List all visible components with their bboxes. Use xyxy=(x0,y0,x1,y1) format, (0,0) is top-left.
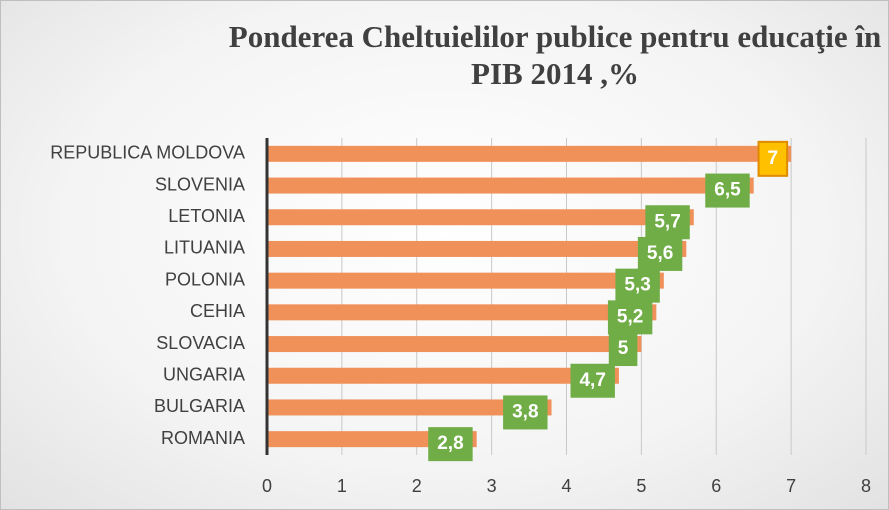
bar xyxy=(267,209,694,226)
bar xyxy=(267,240,687,257)
data-label: 6,5 xyxy=(714,180,741,201)
data-label: 4,7 xyxy=(579,370,605,391)
data-label-box xyxy=(570,363,615,398)
data-label: 5,6 xyxy=(647,243,673,264)
x-tick-label: 6 xyxy=(711,476,721,496)
x-tick-label: 7 xyxy=(786,476,796,496)
x-tick-label: 3 xyxy=(487,476,497,496)
data-label-box xyxy=(608,332,638,367)
data-label: 2,8 xyxy=(437,433,463,454)
data-label-box xyxy=(428,427,473,462)
x-tick-label: 0 xyxy=(262,476,272,496)
bar xyxy=(267,431,477,448)
bar xyxy=(267,177,754,194)
x-tick-label: 1 xyxy=(337,476,347,496)
y-tick-label: SLOVENIA xyxy=(155,174,245,194)
data-label: 5 xyxy=(618,338,629,359)
bar xyxy=(267,272,664,289)
data-label-box xyxy=(757,140,789,177)
bar xyxy=(267,367,619,384)
y-tick-label: REPUBLICA MOLDOVA xyxy=(50,143,245,163)
data-label: 5,2 xyxy=(617,306,643,327)
x-tick-label: 5 xyxy=(636,476,646,496)
data-label-box xyxy=(637,236,683,271)
data-label-box xyxy=(607,300,653,335)
bar xyxy=(267,336,642,353)
data-label: 5,7 xyxy=(654,211,680,232)
bar xyxy=(267,304,657,321)
data-label-box xyxy=(705,173,750,208)
y-tick-label: LITUANIA xyxy=(164,238,245,258)
data-label: 5,3 xyxy=(624,275,650,296)
y-tick-label: LETONIA xyxy=(168,206,245,226)
data-label-box xyxy=(615,268,660,303)
y-tick-label: SLOVACIA xyxy=(156,333,245,353)
bar xyxy=(267,399,552,416)
x-tick-label: 8 xyxy=(861,476,871,496)
y-tick-label: POLONIA xyxy=(165,269,245,289)
y-tick-label: UNGARIA xyxy=(163,365,245,385)
data-label-box xyxy=(645,205,690,240)
y-tick-label: ROMANIA xyxy=(161,428,245,448)
data-label: 7 xyxy=(768,148,779,169)
x-tick-label: 4 xyxy=(561,476,571,496)
x-tick-label: 2 xyxy=(412,476,422,496)
data-label: 3,8 xyxy=(512,401,538,422)
data-label-box xyxy=(503,395,548,430)
y-tick-label: BULGARIA xyxy=(154,396,245,416)
bar xyxy=(267,145,792,162)
y-tick-label: CEHIA xyxy=(190,301,245,321)
chart-title: Ponderea Cheltuielilor publice pentru ed… xyxy=(228,19,882,91)
